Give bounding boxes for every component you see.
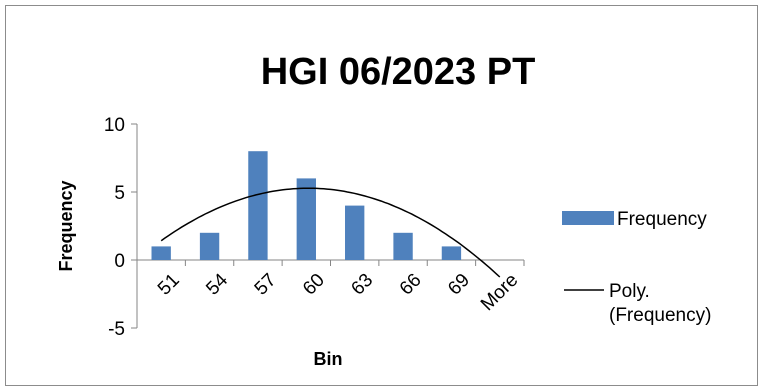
chart-frame xyxy=(5,5,758,386)
x-tick-label: 54 xyxy=(202,269,232,299)
legend-trend-label-line2: (Frequency) xyxy=(609,305,711,326)
trendline-group xyxy=(160,187,501,278)
y-tick-label: 0 xyxy=(114,251,125,272)
bar xyxy=(296,178,316,260)
legend-bar-label: Frequency xyxy=(617,209,707,230)
bar xyxy=(393,232,413,260)
x-tick-label: 66 xyxy=(396,270,426,300)
bar xyxy=(199,232,220,260)
x-tick-label: 57 xyxy=(251,270,281,300)
x-tick-label: 51 xyxy=(154,270,184,300)
y-axis: -5 0 5 10 xyxy=(104,115,138,340)
legend-trend-label: Poly. (Frequency) xyxy=(609,281,711,326)
legend-bar-swatch xyxy=(562,211,614,225)
bar xyxy=(248,151,268,260)
y-tick-label: -5 xyxy=(108,319,125,340)
chart-title: HGI 06/2023 PT xyxy=(261,51,536,93)
legend: Frequency Poly. (Frequency) xyxy=(562,209,711,326)
y-tick-label: 5 xyxy=(114,183,125,204)
x-tick-label: 63 xyxy=(347,270,377,300)
x-axis: 51 54 57 60 63 66 69 More xyxy=(136,259,525,315)
bar xyxy=(441,246,462,260)
x-tick-label: 69 xyxy=(444,270,474,300)
x-tick-label: 60 xyxy=(299,270,329,300)
bar xyxy=(345,205,365,260)
y-axis-title: Frequency xyxy=(56,180,76,271)
trendline xyxy=(160,187,501,278)
bars xyxy=(151,151,462,260)
bar xyxy=(151,246,171,260)
y-tick-label: 10 xyxy=(104,115,125,136)
legend-trend-label-line1: Poly. xyxy=(609,281,650,302)
x-axis-title: Bin xyxy=(314,349,343,369)
